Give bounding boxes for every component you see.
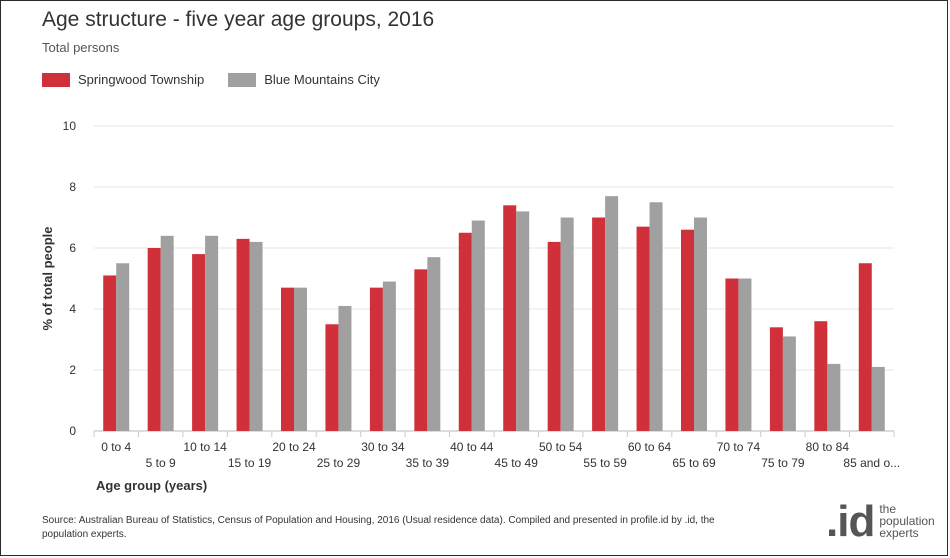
bar [458,232,472,431]
bar [192,254,206,431]
bar [382,281,396,431]
bar [205,235,219,431]
y-axis-title: % of total people [40,227,55,331]
bar [827,363,841,431]
y-tick-label: 0 [69,424,76,438]
bar [547,241,561,431]
bar [369,287,383,431]
bar [249,241,263,431]
x-tick-label: 80 to 84 [806,440,850,454]
bar [871,366,885,431]
bar [116,263,130,431]
x-tick-label: 30 to 34 [361,440,405,454]
x-tick-label: 50 to 54 [539,440,583,454]
legend-label-blue-mountains: Blue Mountains City [264,72,380,87]
x-tick-label: 75 to 79 [761,456,805,470]
bar [236,238,250,431]
x-tick-label: 45 to 49 [495,456,539,470]
bar [516,211,530,431]
x-tick-label: 40 to 44 [450,440,494,454]
bar [636,226,650,431]
x-axis-title: Age group (years) [96,478,207,493]
x-tick-label: 10 to 14 [183,440,227,454]
y-tick-label: 2 [69,363,76,377]
x-tick-label: 60 to 64 [628,440,672,454]
bar [281,287,294,431]
x-tick-label: 70 to 74 [717,440,761,454]
bar [681,229,694,431]
chart-subtitle: Total persons [42,40,120,55]
bar [725,278,739,431]
bar [605,196,619,431]
legend-swatch-blue-mountains [228,72,257,87]
bar [338,305,352,431]
logo-text: the population experts [879,502,935,540]
bar [103,275,117,431]
logo-mark: .id [826,497,875,546]
bar [427,257,441,431]
y-tick-label: 4 [69,302,76,316]
x-tick-label: 0 to 4 [101,440,131,454]
legend: Springwood Township Blue Mountains City [42,72,380,87]
x-tick-label: 20 to 24 [272,440,316,454]
chart-title: Age structure - five year age groups, 20… [42,8,435,31]
x-tick-label: 35 to 39 [406,456,450,470]
bar [414,269,428,431]
id-logo: .id the population experts [826,500,941,544]
x-tick-label: 5 to 9 [146,456,176,470]
legend-label-springwood: Springwood Township [78,72,205,87]
x-tick-label: 65 to 69 [672,456,716,470]
bar [471,220,485,431]
bar [147,248,161,431]
bar [503,205,517,431]
legend-item-blue-mountains[interactable]: Blue Mountains City [228,72,380,87]
x-tick-label: 55 to 59 [583,456,627,470]
bar [694,217,707,431]
bar [814,321,828,431]
y-tick-label: 8 [69,180,76,194]
bar [294,287,307,431]
bar [858,263,872,431]
y-tick-label: 6 [69,241,76,255]
bar [769,327,783,431]
legend-swatch-springwood [42,72,70,87]
source-note: Source: Australian Bureau of Statistics,… [42,515,715,540]
bar [160,235,174,431]
x-tick-label: 85 and o... [843,456,900,470]
bar [649,202,663,431]
y-tick-label: 10 [63,119,77,133]
x-tick-label: 25 to 29 [317,456,361,470]
bar [782,336,796,431]
x-tick-label: 15 to 19 [228,456,272,470]
bar [738,278,752,431]
bar [560,217,574,431]
legend-item-springwood[interactable]: Springwood Township [42,72,204,87]
bar [592,217,606,431]
bar [325,324,339,431]
